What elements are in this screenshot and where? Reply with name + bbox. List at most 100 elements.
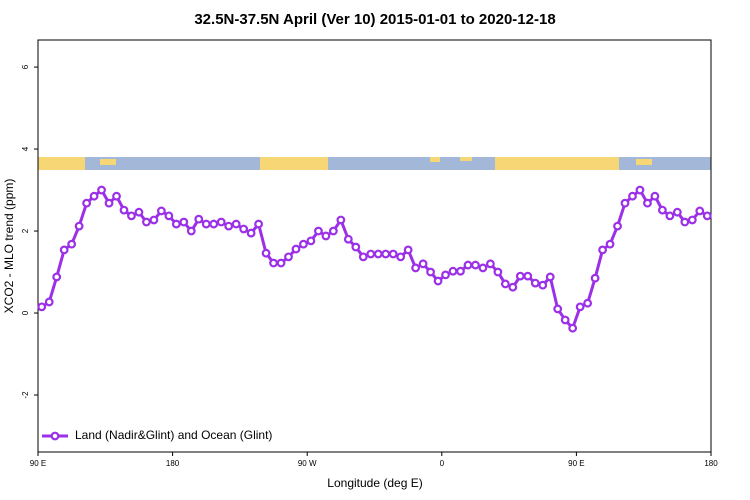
data-point — [314, 226, 323, 236]
data-point — [560, 315, 570, 325]
data-point — [478, 263, 488, 273]
data-point — [433, 276, 443, 286]
data-point — [583, 298, 593, 308]
data-point — [209, 219, 219, 229]
data-point — [254, 219, 263, 229]
data-point — [82, 198, 92, 208]
data-point — [605, 239, 615, 249]
data-point — [590, 273, 600, 283]
y-tick-label: 2 — [21, 228, 30, 233]
chart-title: 32.5N-37.5N April (Ver 10) 2015-01-01 to… — [194, 11, 555, 28]
x-tick-label: 0 — [440, 459, 445, 468]
data-point — [306, 236, 316, 246]
x-tick-label: 180 — [166, 459, 180, 468]
data-point — [261, 248, 271, 258]
data-point — [321, 231, 331, 241]
data-point — [156, 206, 166, 216]
data-point — [299, 239, 308, 249]
data-point — [396, 252, 406, 262]
y-tick-label: 0 — [21, 310, 30, 315]
data-point — [463, 260, 473, 270]
data-point — [545, 272, 555, 282]
data-point — [373, 249, 383, 259]
data-point — [231, 219, 241, 229]
data-point — [411, 263, 421, 273]
data-point — [328, 226, 338, 236]
data-point — [388, 249, 398, 259]
data-point — [657, 205, 667, 215]
data-point — [119, 205, 129, 215]
data-point — [194, 214, 204, 224]
plot-frame — [37, 39, 712, 453]
data-point — [403, 245, 413, 255]
data-point — [500, 279, 510, 289]
data-point — [351, 242, 361, 252]
data-point — [171, 219, 181, 229]
data-point — [523, 271, 533, 281]
data-point — [164, 211, 174, 221]
data-point — [538, 280, 548, 290]
data-point — [343, 234, 353, 244]
data-point — [336, 215, 346, 225]
data-point — [284, 252, 293, 262]
data-point — [246, 228, 256, 238]
legend-marker — [50, 431, 60, 441]
data-point — [224, 221, 234, 231]
data-point — [702, 211, 712, 221]
data-point — [112, 191, 121, 201]
data-point — [530, 278, 540, 288]
data-point — [89, 191, 99, 201]
data-point — [471, 260, 480, 270]
data-point — [613, 221, 622, 231]
y-tick-label: 4 — [21, 146, 30, 151]
data-point — [201, 219, 211, 229]
data-point — [628, 191, 637, 201]
land-ocean-strip — [38, 157, 711, 170]
data-point — [134, 207, 144, 217]
data-point — [127, 211, 136, 221]
data-point — [665, 211, 675, 221]
data-point — [695, 206, 705, 216]
y-tick-label: 6 — [21, 64, 30, 69]
data-point — [186, 226, 196, 236]
data-point — [448, 266, 458, 276]
legend-label: Land (Nadir&Glint) and Ocean (Glint) — [75, 428, 272, 442]
data-point — [44, 297, 54, 307]
data-point — [456, 266, 465, 276]
data-point — [508, 282, 518, 292]
data-point — [687, 215, 697, 225]
x-tick-label: 90 E — [30, 459, 46, 468]
data-point — [179, 217, 189, 227]
data-point — [291, 244, 301, 254]
data-point — [74, 221, 84, 231]
data-point — [493, 267, 503, 277]
data-point — [269, 258, 278, 268]
data-point — [418, 259, 428, 269]
y-axis-label: XCO2 - MLO trend (ppm) — [2, 179, 16, 314]
data-point — [67, 239, 77, 249]
data-point — [381, 249, 391, 259]
data-point — [680, 217, 690, 227]
data-point — [672, 207, 682, 217]
y-tick-label: -2 — [21, 391, 30, 399]
data-point — [620, 198, 630, 208]
data-point — [239, 224, 249, 234]
data-point — [486, 259, 495, 269]
data-point — [426, 267, 435, 277]
data-point — [568, 323, 578, 333]
data-point — [441, 270, 450, 280]
data-point — [52, 272, 62, 282]
data-point — [643, 198, 652, 208]
data-point — [37, 302, 47, 312]
data-point — [366, 249, 376, 259]
data-point — [635, 185, 645, 195]
x-tick-label: 90 W — [298, 459, 317, 468]
data-point — [59, 245, 69, 255]
data-point — [97, 185, 106, 195]
data-point — [575, 302, 585, 312]
data-point — [216, 217, 226, 227]
data-point — [358, 252, 368, 262]
data-point — [142, 217, 151, 227]
data-point — [149, 215, 159, 225]
